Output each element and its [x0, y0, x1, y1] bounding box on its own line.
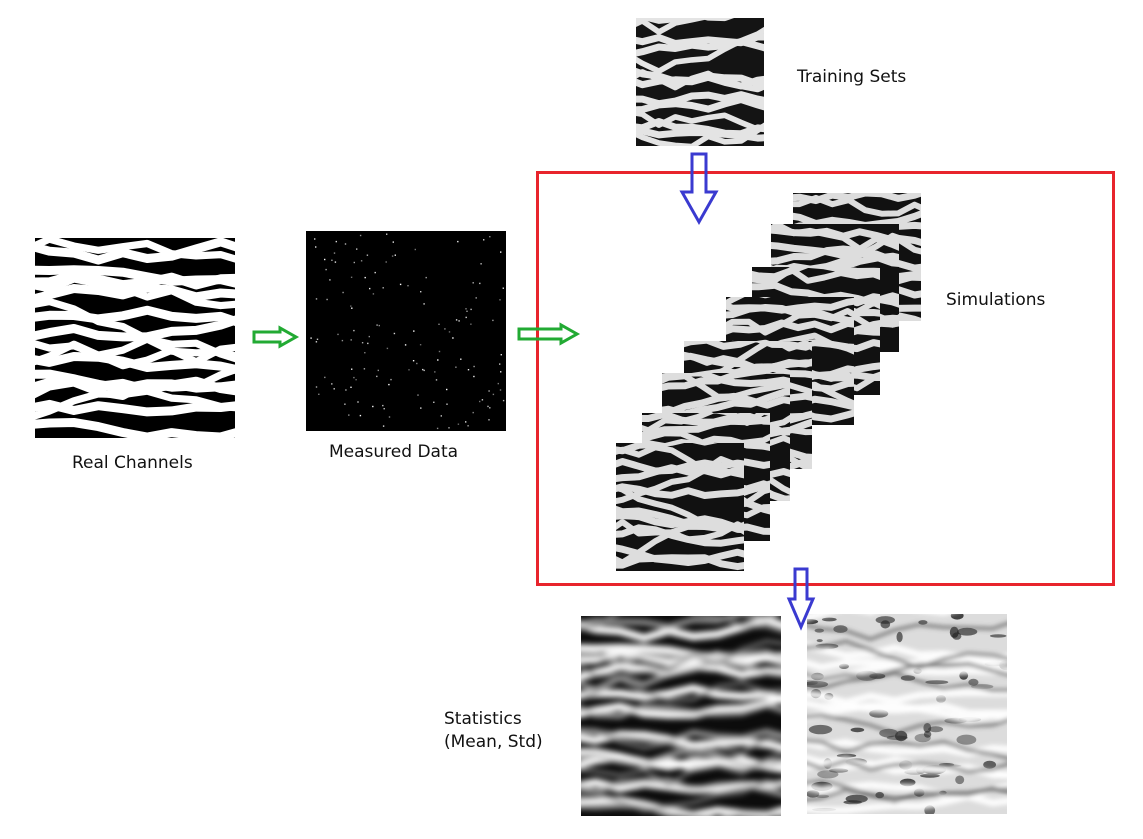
mean-statistics-image [581, 616, 781, 816]
label-simulations: Simulations [946, 290, 1046, 310]
flow-arrow-right-1 [252, 325, 300, 349]
label-statistics-line1: Statistics [444, 709, 522, 729]
measured-data-image [306, 231, 506, 431]
label-real-channels: Real Channels [72, 453, 193, 473]
down-arrow-statistics [786, 567, 816, 631]
label-measured-data: Measured Data [329, 442, 459, 462]
simulations-box [536, 171, 1115, 586]
label-statistics-line2: (Mean, Std) [444, 732, 543, 752]
real-channels-image [35, 238, 235, 438]
std-statistics-image [807, 614, 1007, 814]
label-statistics: Statistics (Mean, Std) [444, 708, 543, 754]
flow-arrow-right-2 [517, 322, 581, 346]
down-arrow-training [679, 152, 719, 226]
training-set-image [636, 18, 764, 146]
simulation-realisation [616, 443, 744, 571]
label-training-sets: Training Sets [797, 67, 907, 87]
